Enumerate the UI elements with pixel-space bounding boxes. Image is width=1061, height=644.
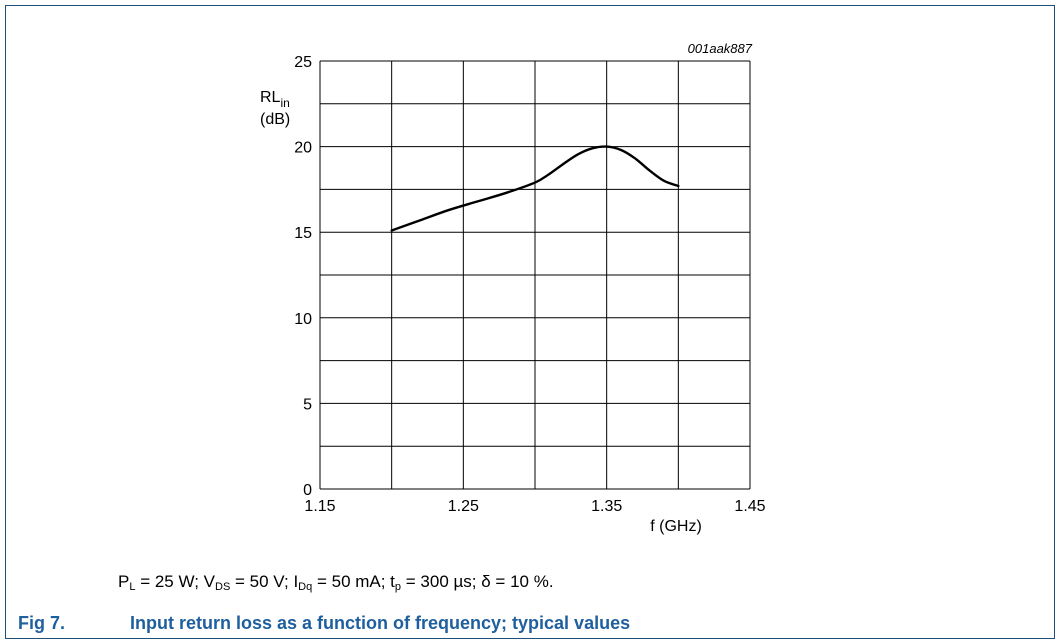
condition-text: = 300 µs; δ = 10 %. (401, 572, 554, 591)
condition-text: = 25 W; V (135, 572, 215, 591)
y-axis-label: RLin (260, 89, 290, 110)
test-conditions: PL = 25 W; VDS = 50 V; IDq = 50 mA; tp =… (118, 572, 554, 593)
x-tick-label: 1.45 (734, 498, 765, 515)
y-tick-label: 5 (303, 396, 312, 413)
figure-frame (5, 5, 1055, 639)
y-tick-label: 10 (294, 311, 312, 328)
figure-caption: Fig 7. Input return loss as a function of… (18, 613, 630, 634)
chart: 0 5 10 15 20 25 1.15 1.25 1.35 1.45 001aak887 RLi… (260, 41, 766, 535)
y-tick-label: 0 (303, 482, 312, 499)
x-tick-label: 1.35 (591, 498, 622, 515)
figure-code: 001aak887 (688, 41, 753, 56)
condition-subscript: Dq (298, 581, 313, 593)
chart-grid (319, 60, 751, 490)
condition-subscript: p (394, 581, 402, 593)
x-tick-label: 1.15 (304, 498, 335, 515)
y-tick-label: 25 (294, 54, 312, 71)
y-tick-label: 15 (294, 225, 312, 242)
y-tick-label: 20 (294, 140, 312, 157)
x-axis-label: f (GHz) (650, 518, 702, 535)
condition-text: = 50 mA; t (312, 572, 395, 591)
chart-series (390, 145, 680, 232)
figure-title: Input return loss as a function of frequ… (130, 613, 631, 633)
series-line (390, 145, 680, 232)
x-tick-label: 1.25 (448, 498, 479, 515)
chart-labels: 001aak887 RLin (dB) f (GHz) (260, 41, 753, 535)
condition-text: P (118, 572, 130, 591)
condition-subscript: DS (215, 581, 231, 593)
figure-number: Fig 7. (18, 613, 66, 633)
condition-text: = 50 V; I (230, 572, 299, 591)
y-axis-unit: (dB) (260, 111, 290, 128)
condition-subscript: L (129, 581, 136, 593)
chart-axes: 0 5 10 15 20 25 1.15 1.25 1.35 1.45 (294, 54, 765, 515)
